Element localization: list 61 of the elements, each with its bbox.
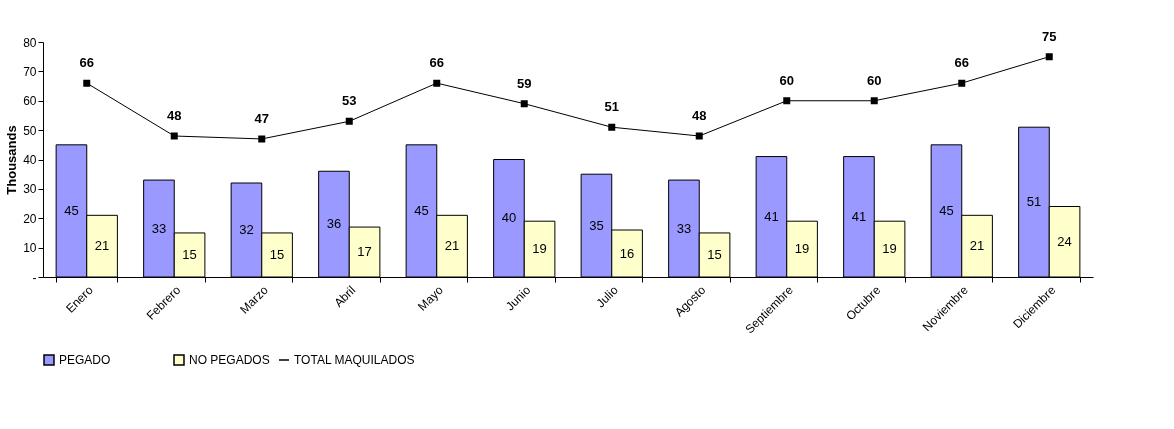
- data-label: 15: [269, 246, 285, 262]
- point: [1045, 53, 1053, 61]
- data-label: 47: [254, 110, 269, 126]
- data-label: 48: [692, 108, 707, 123]
- data-label: 66: [79, 55, 94, 71]
- data-label: 24: [1057, 233, 1072, 249]
- data-label: 19: [532, 241, 547, 257]
- data-label: 60: [779, 72, 794, 88]
- y-tick-label: 70: [23, 64, 37, 79]
- y-tick-label: 30: [23, 182, 37, 197]
- data-label: 66: [429, 55, 444, 71]
- data-label: 21: [969, 238, 985, 254]
- data-label: 17: [357, 244, 372, 260]
- point: [433, 79, 441, 87]
- data-label: 60: [867, 72, 882, 88]
- y-tick-label: 40: [23, 153, 37, 167]
- legend-label: NO PEGADOS: [189, 353, 270, 367]
- data-label: 16: [619, 245, 635, 261]
- data-label: 45: [414, 202, 429, 218]
- point: [608, 123, 616, 131]
- point: [695, 132, 703, 140]
- data-label: 32: [239, 222, 254, 237]
- y-tick-label: 50: [23, 123, 37, 138]
- data-label: 21: [444, 238, 460, 254]
- data-label: 19: [882, 241, 897, 257]
- legend-label: PEGADO: [59, 353, 111, 367]
- data-label: 21: [94, 238, 110, 254]
- point: [783, 97, 791, 105]
- y-tick-label: 80: [23, 35, 37, 50]
- legend-label: TOTAL MAQUILADOS: [294, 353, 415, 367]
- y-tick-label: 10: [23, 241, 37, 256]
- data-label: 51: [1026, 194, 1042, 210]
- data-label: 36: [326, 216, 342, 232]
- data-label: 41: [851, 208, 867, 224]
- data-label: 15: [707, 246, 722, 262]
- data-label: 15: [182, 246, 197, 262]
- y-tick-label: 20: [23, 211, 37, 226]
- data-label: 35: [589, 217, 604, 233]
- data-label: 53: [342, 93, 357, 109]
- data-label: 45: [939, 202, 954, 218]
- data-label: 33: [151, 220, 167, 236]
- point: [83, 79, 91, 87]
- data-label: 59: [517, 75, 532, 91]
- point: [170, 132, 178, 140]
- y-tick-label: -: [32, 270, 37, 285]
- data-label: 75: [1042, 28, 1057, 44]
- data-label: 40: [501, 210, 517, 226]
- y-tick-label: 60: [23, 94, 37, 109]
- point: [258, 135, 266, 143]
- point: [870, 97, 878, 105]
- data-label: 33: [676, 220, 692, 236]
- point: [520, 100, 528, 108]
- data-label: 48: [167, 108, 182, 123]
- data-label: 41: [764, 208, 779, 224]
- data-label: 66: [954, 55, 969, 71]
- y-axis-title: Thousands: [4, 125, 20, 195]
- data-label: 51: [604, 99, 619, 115]
- point: [958, 79, 966, 87]
- data-label: 19: [794, 241, 810, 257]
- data-label: 45: [64, 202, 79, 218]
- point: [345, 117, 353, 125]
